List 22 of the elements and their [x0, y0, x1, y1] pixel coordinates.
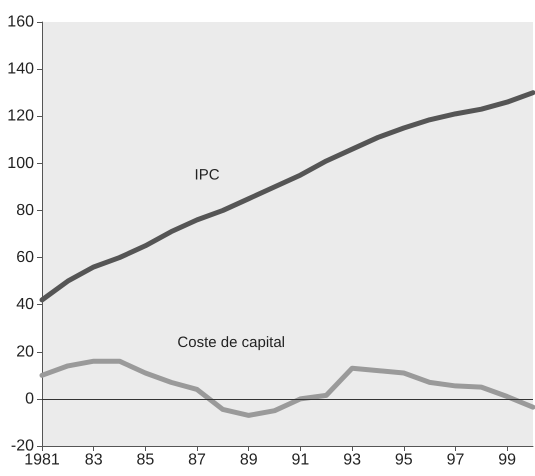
series-label: IPC: [194, 166, 220, 184]
y-tick-label: 80: [16, 202, 34, 219]
y-tick-label: -20: [10, 438, 34, 454]
x-tick-label: 1981: [24, 452, 60, 468]
text: Coste de capital: [177, 334, 285, 351]
y-tick-label: 40: [16, 296, 34, 314]
x-tick-label: 83: [84, 452, 103, 468]
y-tick-label: 20: [16, 343, 34, 360]
y-tick-label: 0: [25, 390, 34, 408]
x-tick-label: 91: [292, 452, 310, 468]
x-tick-label: 93: [343, 452, 362, 468]
y-tick-label: 60: [16, 249, 34, 266]
x-tick-label: 95: [394, 452, 413, 468]
x-tick-label: 87: [188, 452, 206, 468]
x-tick-label: 99: [498, 452, 516, 468]
y-tick-label: 160: [7, 14, 34, 30]
x-tick-label: 85: [136, 452, 154, 468]
y-tick-label: 140: [7, 60, 34, 78]
y-tick-label: 120: [7, 108, 34, 125]
y-tick-label: 100: [7, 154, 34, 172]
x-tick-label: 97: [446, 452, 464, 468]
x-tick-label: 89: [240, 452, 258, 468]
